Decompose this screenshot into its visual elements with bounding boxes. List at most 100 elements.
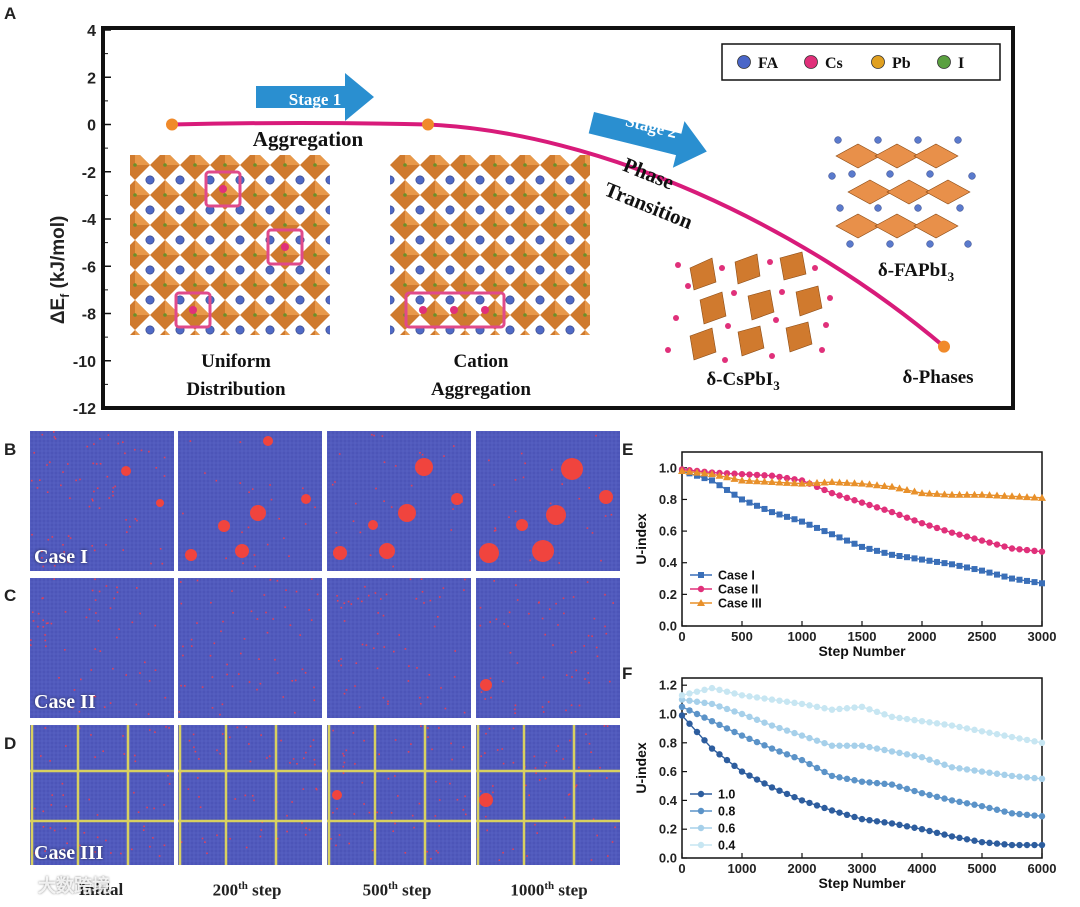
y-tick-label: 4 (87, 23, 96, 40)
cs-cluster (156, 499, 164, 507)
series-marker (730, 474, 739, 482)
legend-swatch-i (937, 55, 951, 69)
series-marker (986, 804, 993, 812)
data-point (678, 703, 686, 710)
series-marker (970, 490, 979, 498)
series-marker (761, 742, 768, 749)
snapshot-r2-c2 (178, 578, 322, 718)
series-marker (746, 499, 753, 506)
series-marker (701, 475, 708, 482)
data-point (1038, 813, 1046, 820)
cs-cluster (479, 543, 499, 563)
snapshot-r1-c4 (476, 431, 620, 571)
y-tick-label: 1.0 (659, 707, 677, 722)
legend-marker (697, 585, 705, 593)
data-point (828, 742, 836, 749)
series-marker (775, 478, 784, 486)
series-marker (896, 553, 903, 560)
series-marker (686, 690, 693, 697)
data-point (1008, 492, 1016, 500)
cs-highlight-1 (204, 170, 242, 208)
series-marker (986, 729, 993, 736)
series-marker (851, 540, 858, 547)
energy-point-1 (422, 118, 434, 131)
stage-1-arrow (256, 73, 374, 121)
snapshot-r3-c3 (327, 725, 471, 865)
series-marker (933, 829, 941, 836)
aggregated-lattice (390, 155, 590, 335)
series-marker (940, 490, 949, 498)
x-tick-label: 1500 (848, 629, 877, 644)
cs-cluster (185, 549, 197, 561)
series-marker (1031, 812, 1038, 819)
series-marker (731, 690, 738, 697)
series-marker (934, 558, 940, 565)
series-marker (693, 468, 701, 476)
col-title-200: 200th step (212, 880, 282, 900)
data-point (738, 710, 746, 718)
series-marker (843, 742, 851, 749)
series-marker (993, 541, 1001, 548)
series-marker (985, 491, 994, 499)
series-marker (806, 702, 813, 709)
legend-marker (698, 572, 704, 578)
data-point (1039, 580, 1045, 587)
data-point (678, 712, 686, 719)
series-marker (1016, 546, 1023, 553)
panel-label-a: A (4, 4, 17, 23)
y-tick-label: 0.8 (659, 735, 677, 750)
series-marker (715, 471, 724, 479)
series-marker (753, 716, 761, 723)
series-marker (753, 776, 761, 783)
y-tick-label: 1.0 (659, 460, 677, 475)
series-marker (753, 738, 761, 746)
legend-marker (697, 807, 705, 815)
series-marker (716, 703, 723, 710)
series-marker (813, 703, 821, 710)
data-point (948, 797, 956, 804)
snapshot-r2-c3 (327, 578, 471, 718)
data-point (678, 466, 686, 474)
panel-label-c: C (4, 586, 17, 605)
series-marker (1000, 491, 1009, 499)
x-tick-label: 3000 (1028, 629, 1057, 644)
data-point (978, 768, 986, 775)
series-marker (821, 739, 828, 747)
data-point (798, 797, 806, 804)
panel-a-figure: 4 2 0 -2 -4 -6 -8 -10 -12 (73, 23, 1015, 418)
cs-cluster (516, 519, 528, 531)
series-marker (723, 473, 731, 481)
series-marker (993, 840, 1001, 847)
data-point (918, 519, 926, 527)
x-tick-label: 6000 (1028, 861, 1057, 876)
series-marker (716, 686, 723, 694)
series-marker (1030, 493, 1039, 501)
data-point (828, 706, 836, 713)
snapshot-r1-c3 (327, 431, 471, 571)
data-point (888, 820, 896, 827)
series-marker (836, 809, 843, 816)
data-point (1038, 548, 1046, 555)
series-marker (941, 761, 948, 768)
data-point (888, 781, 896, 788)
series-marker (971, 801, 978, 808)
series-marker (843, 705, 851, 712)
series-marker (754, 502, 760, 509)
data-point (919, 556, 925, 563)
data-point (948, 490, 956, 498)
y-tick-label: -4 (82, 212, 96, 229)
series-marker (821, 768, 828, 776)
data-point (768, 784, 776, 791)
data-point (858, 815, 866, 823)
panel-label-f: F (622, 664, 633, 683)
series-marker (851, 813, 858, 821)
data-point (828, 772, 836, 780)
data-point (858, 742, 866, 749)
y-tick-label: 0.0 (659, 851, 677, 866)
series-marker (933, 489, 941, 497)
data-point (739, 496, 745, 503)
series-marker (866, 779, 873, 786)
cs-highlight-3 (174, 291, 212, 329)
chart-e: 0 500 1000 1500 2000 2500 3000 0.0 0.2 0.4 0.6 0.8 1… (633, 451, 1057, 659)
data-point (888, 508, 896, 516)
